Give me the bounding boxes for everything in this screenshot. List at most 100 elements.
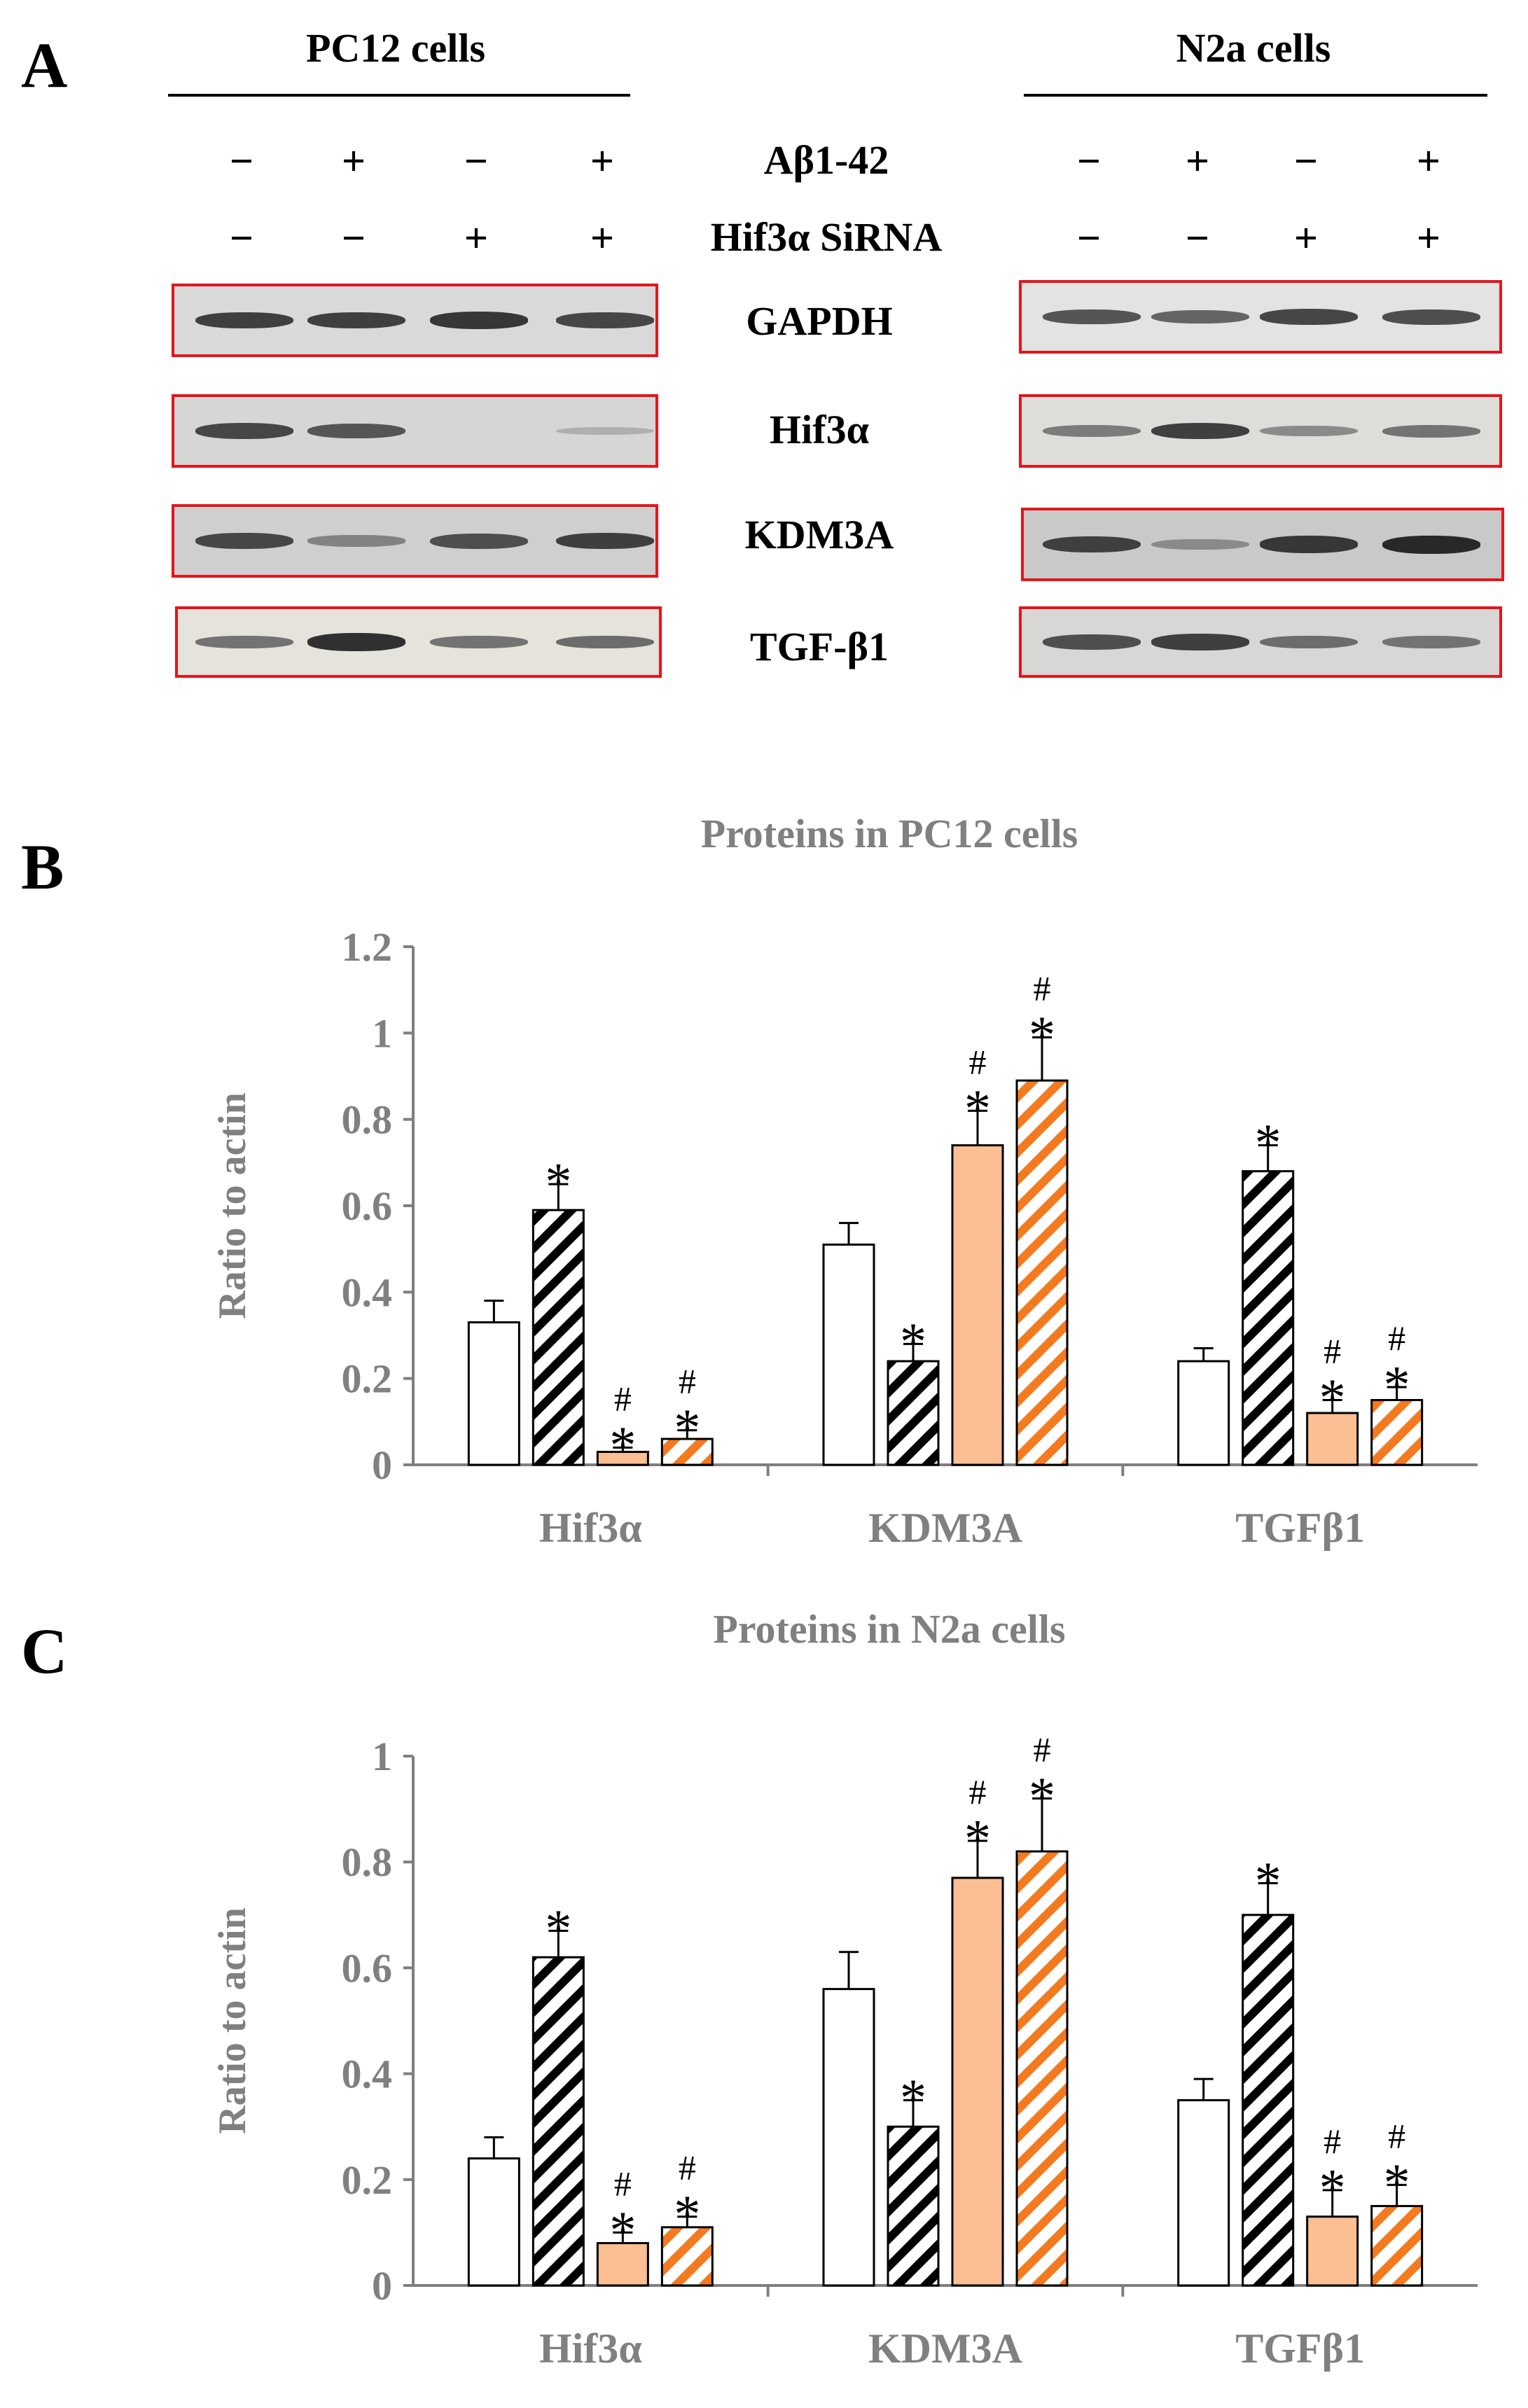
y-tick-label: 0 [372,1442,392,1488]
sign-right-sirna-2: − [1185,215,1210,261]
sign-left-abeta-4: + [590,138,615,184]
blot-band [1382,636,1480,648]
significance-hash: # [614,1379,632,1418]
blot-band [195,636,293,648]
blot-left-2 [172,394,658,468]
bar-a-1-42 [887,1360,940,1466]
blot-right-2 [1019,394,1502,468]
bar-a-1-42 [1242,1170,1295,1466]
significance-hash: # [1034,1730,1051,1769]
significance-hash: # [1034,969,1051,1008]
blot-band [1260,425,1358,437]
panel-a-label: A [21,29,68,101]
bar-a-1-42-hif3-sirna [1015,1079,1069,1466]
significance-star: * [900,1312,926,1371]
blot-band [430,312,528,329]
bar-a-1-42-hif3-sirna [660,2226,714,2287]
significance-star: * [1029,1767,1055,1825]
sign-left-abeta-2: + [341,138,366,184]
blot-band [1260,536,1358,553]
significance-star: * [609,1416,636,1475]
blot-band [556,532,654,550]
pc12-cells-title: PC12 cells [305,25,486,71]
panel-b-label: B [21,831,64,903]
sign-left-sirna-3: + [464,215,489,261]
sign-right-sirna-4: + [1416,215,1441,261]
bar-a-1-42-hif3-sirna [1370,2205,1424,2287]
significance-star: * [900,2068,926,2127]
blot-right-3 [1021,508,1504,581]
blot-band [307,535,405,547]
significance-star: * [1384,1356,1410,1414]
significance-star: * [1384,2153,1410,2212]
x-category-label: KDM3A [868,2325,1022,2372]
sign-left-sirna-2: − [341,215,366,261]
y-tick-label: 0.2 [342,2157,393,2203]
sign-right-abeta-2: + [1185,138,1210,184]
blot-band [195,423,293,439]
y-axis-label: Ratio to actin [211,1907,254,2134]
blot-band [195,533,293,549]
x-category-label: TGFβ1 [1235,2325,1365,2372]
significance-hash: # [969,1042,987,1081]
blot-band [1043,536,1141,553]
blot-band [556,312,654,328]
sign-right-sirna-3: + [1293,215,1319,261]
y-tick-label: 0.4 [342,2052,393,2097]
y-tick-label: 0 [372,2263,392,2309]
bar-hif3-sirna [951,1144,1004,1466]
blot-band [1151,422,1249,440]
n2a-cells-title: N2a cells [1176,25,1331,71]
y-tick-label: 0.2 [342,1356,393,1402]
blot-band [1260,309,1358,325]
significance-hash: # [1324,1332,1341,1371]
significance-hash: # [1388,2116,1405,2155]
bar-a-1-42 [1242,1914,1295,2287]
bar-hif3-sirna [951,1877,1004,2287]
y-tick-label: 0.4 [342,1269,393,1315]
blot-left-4 [175,606,662,678]
y-tick-label: 1.2 [342,924,393,970]
blot-band [1043,309,1141,325]
y-tick-label: 0.6 [342,1183,393,1229]
blot-label-3: KDM3A [744,512,894,557]
blot-band [307,312,405,329]
sign-right-sirna-1: − [1076,215,1102,261]
x-category-label: Hif3α [539,1505,642,1551]
bar-a-1-42 [532,1209,585,1466]
blot-left-1 [172,284,658,357]
y-tick-label: 0.8 [342,1097,393,1143]
sign-right-abeta-1: − [1076,138,1102,184]
bar-control [467,2157,520,2287]
blot-band [1151,538,1249,550]
blot-band [430,636,528,648]
significance-hash: # [614,2164,632,2203]
panel-c-label: C [21,1615,68,1687]
bar-a-1-42-hif3-sirna [1370,1399,1424,1466]
blot-band [556,635,654,649]
significance-star: * [1319,1369,1346,1428]
condition-label-abeta: Aβ1-42 [763,137,889,183]
blot-band [195,312,293,329]
significance-star: * [609,2201,636,2260]
y-axis-label: Ratio to actin [211,1092,254,1319]
y-tick-label: 1 [372,1734,392,1779]
blot-band [307,633,405,651]
chart-title: Proteins in PC12 cells [701,811,1078,856]
bar-control [822,1244,875,1466]
y-tick-label: 1 [372,1010,392,1056]
blot-band [556,426,654,436]
bar-control [467,1321,520,1466]
x-category-label: TGFβ1 [1235,1505,1365,1551]
blot-band [1382,424,1480,438]
blot-band [1043,634,1141,650]
significance-star: * [1255,1851,1282,1910]
y-tick-label: 0.6 [342,1945,393,1991]
blot-label-1: GAPDH [746,298,893,344]
pc12-title-underline [168,94,630,97]
significance-hash: # [1324,2122,1341,2161]
y-tick-label: 0.8 [342,1839,393,1885]
x-category-label: Hif3α [539,2325,642,2372]
blot-band [1382,309,1480,325]
bar-control [822,1988,875,2287]
